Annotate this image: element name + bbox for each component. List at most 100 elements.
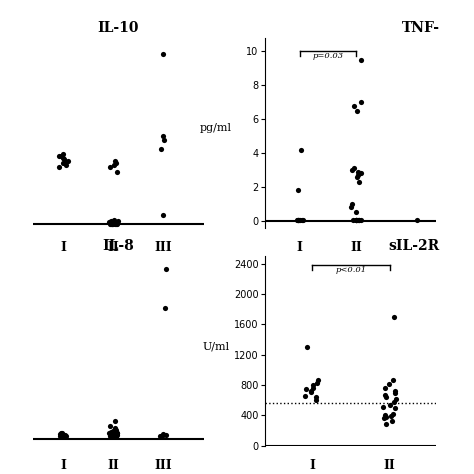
Text: III: III bbox=[155, 241, 173, 254]
Text: p=0.03: p=0.03 bbox=[312, 53, 344, 60]
Point bbox=[391, 390, 399, 397]
Point bbox=[347, 203, 355, 211]
Title: IL-10: IL-10 bbox=[98, 21, 139, 36]
Point bbox=[55, 164, 63, 171]
Point bbox=[355, 168, 362, 175]
Point bbox=[58, 432, 65, 440]
Point bbox=[314, 376, 322, 384]
Point bbox=[59, 159, 66, 166]
Point bbox=[313, 396, 320, 404]
Text: (n=18): (n=18) bbox=[339, 260, 374, 269]
Point bbox=[109, 432, 117, 440]
Point bbox=[58, 429, 65, 437]
Point bbox=[382, 420, 390, 428]
Point bbox=[379, 403, 387, 410]
Point bbox=[355, 171, 362, 179]
Point bbox=[112, 424, 119, 432]
Point bbox=[111, 418, 118, 425]
Point bbox=[293, 217, 301, 224]
Point bbox=[110, 216, 118, 224]
Point bbox=[111, 430, 119, 438]
Text: U/ml: U/ml bbox=[202, 341, 229, 351]
Text: II: II bbox=[108, 459, 119, 472]
Point bbox=[294, 217, 302, 224]
Point bbox=[355, 217, 363, 224]
Text: pg/ml: pg/ml bbox=[200, 123, 232, 133]
Point bbox=[352, 217, 359, 224]
Point bbox=[357, 56, 365, 64]
Point bbox=[382, 413, 390, 420]
Point bbox=[114, 429, 121, 437]
Point bbox=[355, 217, 363, 224]
Text: II: II bbox=[108, 241, 119, 254]
Point bbox=[391, 313, 398, 320]
Point bbox=[55, 152, 63, 160]
Point bbox=[303, 343, 310, 351]
Point bbox=[351, 164, 358, 172]
Point bbox=[59, 431, 67, 439]
Point bbox=[299, 217, 307, 224]
Point bbox=[110, 161, 118, 169]
Point bbox=[312, 393, 319, 401]
Point bbox=[114, 219, 121, 227]
Point bbox=[59, 432, 67, 440]
Point bbox=[294, 217, 302, 224]
Point bbox=[107, 432, 114, 440]
Point bbox=[109, 432, 117, 440]
Point bbox=[60, 155, 67, 162]
Point bbox=[110, 218, 118, 226]
Point bbox=[64, 157, 72, 164]
Point bbox=[159, 432, 166, 440]
Point bbox=[107, 217, 115, 225]
Point bbox=[114, 218, 121, 225]
Point bbox=[112, 159, 119, 166]
Point bbox=[112, 426, 120, 434]
Point bbox=[113, 431, 121, 439]
Point bbox=[389, 376, 396, 384]
Point bbox=[112, 220, 120, 228]
Point bbox=[109, 220, 117, 228]
Point bbox=[113, 220, 121, 228]
Point bbox=[160, 137, 167, 144]
Point bbox=[112, 432, 120, 440]
Text: (n=9): (n=9) bbox=[149, 262, 178, 271]
Point bbox=[57, 152, 65, 160]
Text: sIL-2R: sIL-2R bbox=[388, 239, 439, 254]
Point bbox=[382, 384, 389, 392]
Point bbox=[59, 431, 67, 439]
Point bbox=[352, 217, 359, 224]
Point bbox=[307, 389, 315, 396]
Point bbox=[355, 178, 363, 186]
Point bbox=[350, 102, 357, 109]
Point bbox=[297, 217, 304, 224]
Point bbox=[297, 146, 305, 154]
Point bbox=[56, 430, 64, 438]
Point bbox=[302, 386, 310, 393]
Point bbox=[392, 387, 399, 395]
Point bbox=[352, 217, 359, 224]
Text: p<0.01: p<0.01 bbox=[335, 266, 366, 274]
Point bbox=[106, 164, 114, 171]
Point bbox=[391, 405, 398, 412]
Text: I: I bbox=[309, 459, 315, 472]
Point bbox=[294, 217, 301, 224]
Point bbox=[387, 412, 394, 420]
Point bbox=[111, 220, 119, 228]
Point bbox=[107, 422, 114, 429]
Point bbox=[349, 217, 357, 224]
Point bbox=[111, 157, 119, 164]
Text: II: II bbox=[383, 459, 395, 472]
Text: II: II bbox=[351, 241, 362, 254]
Point bbox=[390, 398, 398, 405]
Point bbox=[63, 432, 70, 440]
Point bbox=[106, 220, 113, 228]
Point bbox=[357, 217, 365, 224]
Point bbox=[381, 411, 389, 419]
Text: I: I bbox=[60, 241, 66, 254]
Point bbox=[161, 304, 168, 312]
Point bbox=[159, 430, 167, 438]
Point bbox=[357, 170, 365, 177]
Point bbox=[112, 430, 120, 438]
Point bbox=[381, 391, 389, 399]
Point bbox=[159, 132, 166, 139]
